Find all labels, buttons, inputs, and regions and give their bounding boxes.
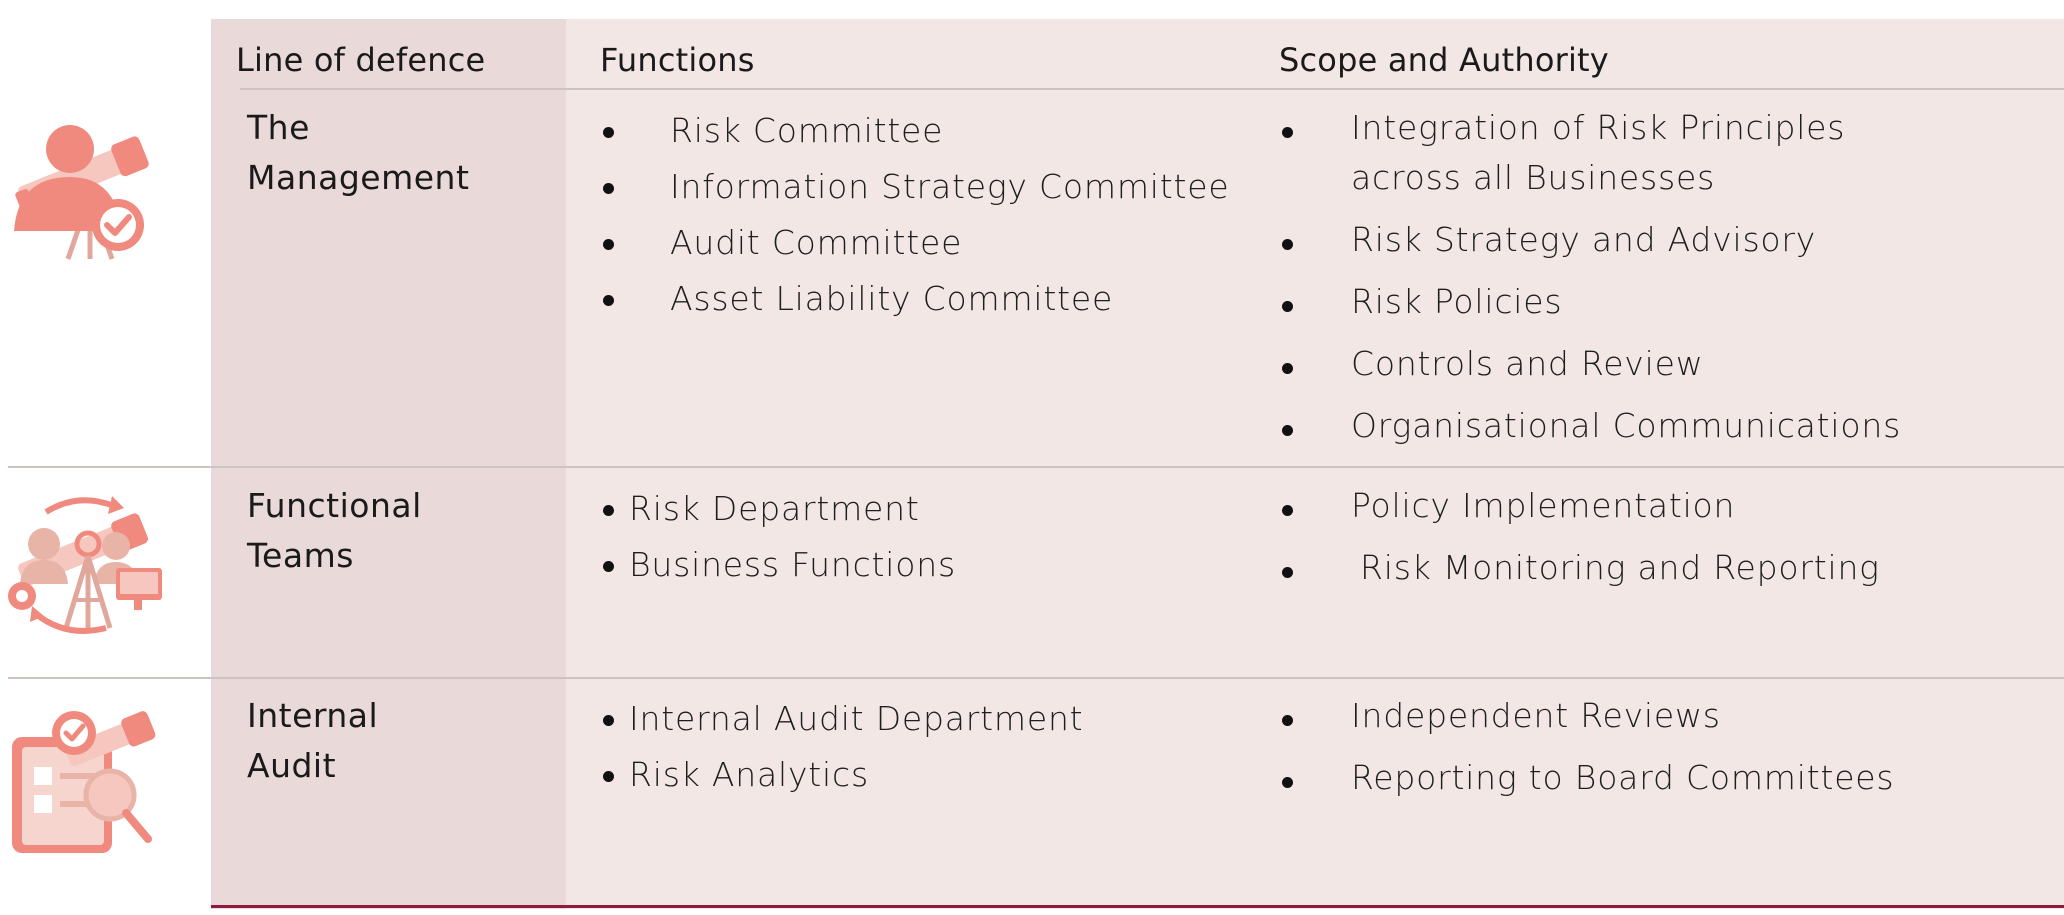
list-item: Independent Reviews xyxy=(1279,691,2039,741)
line-of-defence-label: Internal Audit xyxy=(247,696,379,785)
list-item: Risk Strategy and Advisory xyxy=(1279,215,2039,265)
management-telescope-icon xyxy=(14,125,149,260)
row-divider-2 xyxy=(8,677,2064,679)
line-of-defence-label: The Management xyxy=(247,108,470,197)
list-item: Risk Analytics xyxy=(600,747,1240,803)
functions-list: Internal Audit Department Risk Analytics xyxy=(600,691,1240,803)
row-divider-1 xyxy=(8,466,2064,468)
list-item: Business Functions xyxy=(600,537,1240,593)
header-functions: Functions xyxy=(600,41,755,79)
list-item: Risk Monitoring and Reporting xyxy=(1279,543,2039,593)
header-divider xyxy=(240,88,2064,90)
list-item: Asset Liability Committee xyxy=(600,271,1240,327)
list-item: Internal Audit Department xyxy=(600,691,1240,747)
list-item: Risk Committee xyxy=(600,103,1240,159)
list-item: Organisational Communications xyxy=(1279,401,2039,451)
list-item: Information Strategy Committee xyxy=(600,159,1240,215)
list-item: Risk Policies xyxy=(1279,277,2039,327)
audit-telescope-icon xyxy=(12,711,156,853)
list-item: Controls and Review xyxy=(1279,339,2039,389)
list-item: Policy Implementation xyxy=(1279,481,2039,531)
line-of-defence-label: Functional Teams xyxy=(247,486,422,575)
functions-list: Risk Department Business Functions xyxy=(600,481,1240,593)
list-item: Integration of Risk Principles across al… xyxy=(1279,103,1911,203)
functions-list: Risk Committee Information Strategy Comm… xyxy=(600,103,1240,327)
scope-list: Policy Implementation Risk Monitoring an… xyxy=(1279,481,2039,605)
scope-list: Integration of Risk Principles across al… xyxy=(1279,103,2039,463)
teams-telescope-icon xyxy=(8,496,162,634)
content-columns-bg xyxy=(566,19,2064,909)
table-bottom-border xyxy=(211,905,2064,908)
list-item: Risk Department xyxy=(600,481,1240,537)
header-scope-and-authority: Scope and Authority xyxy=(1279,41,1609,79)
list-item: Reporting to Board Committees xyxy=(1279,753,2039,803)
scope-list: Independent Reviews Reporting to Board C… xyxy=(1279,691,2039,815)
header-line-of-defence: Line of defence xyxy=(236,41,486,79)
line-of-defence-column-bg xyxy=(211,19,566,909)
list-item: Audit Committee xyxy=(600,215,1240,271)
